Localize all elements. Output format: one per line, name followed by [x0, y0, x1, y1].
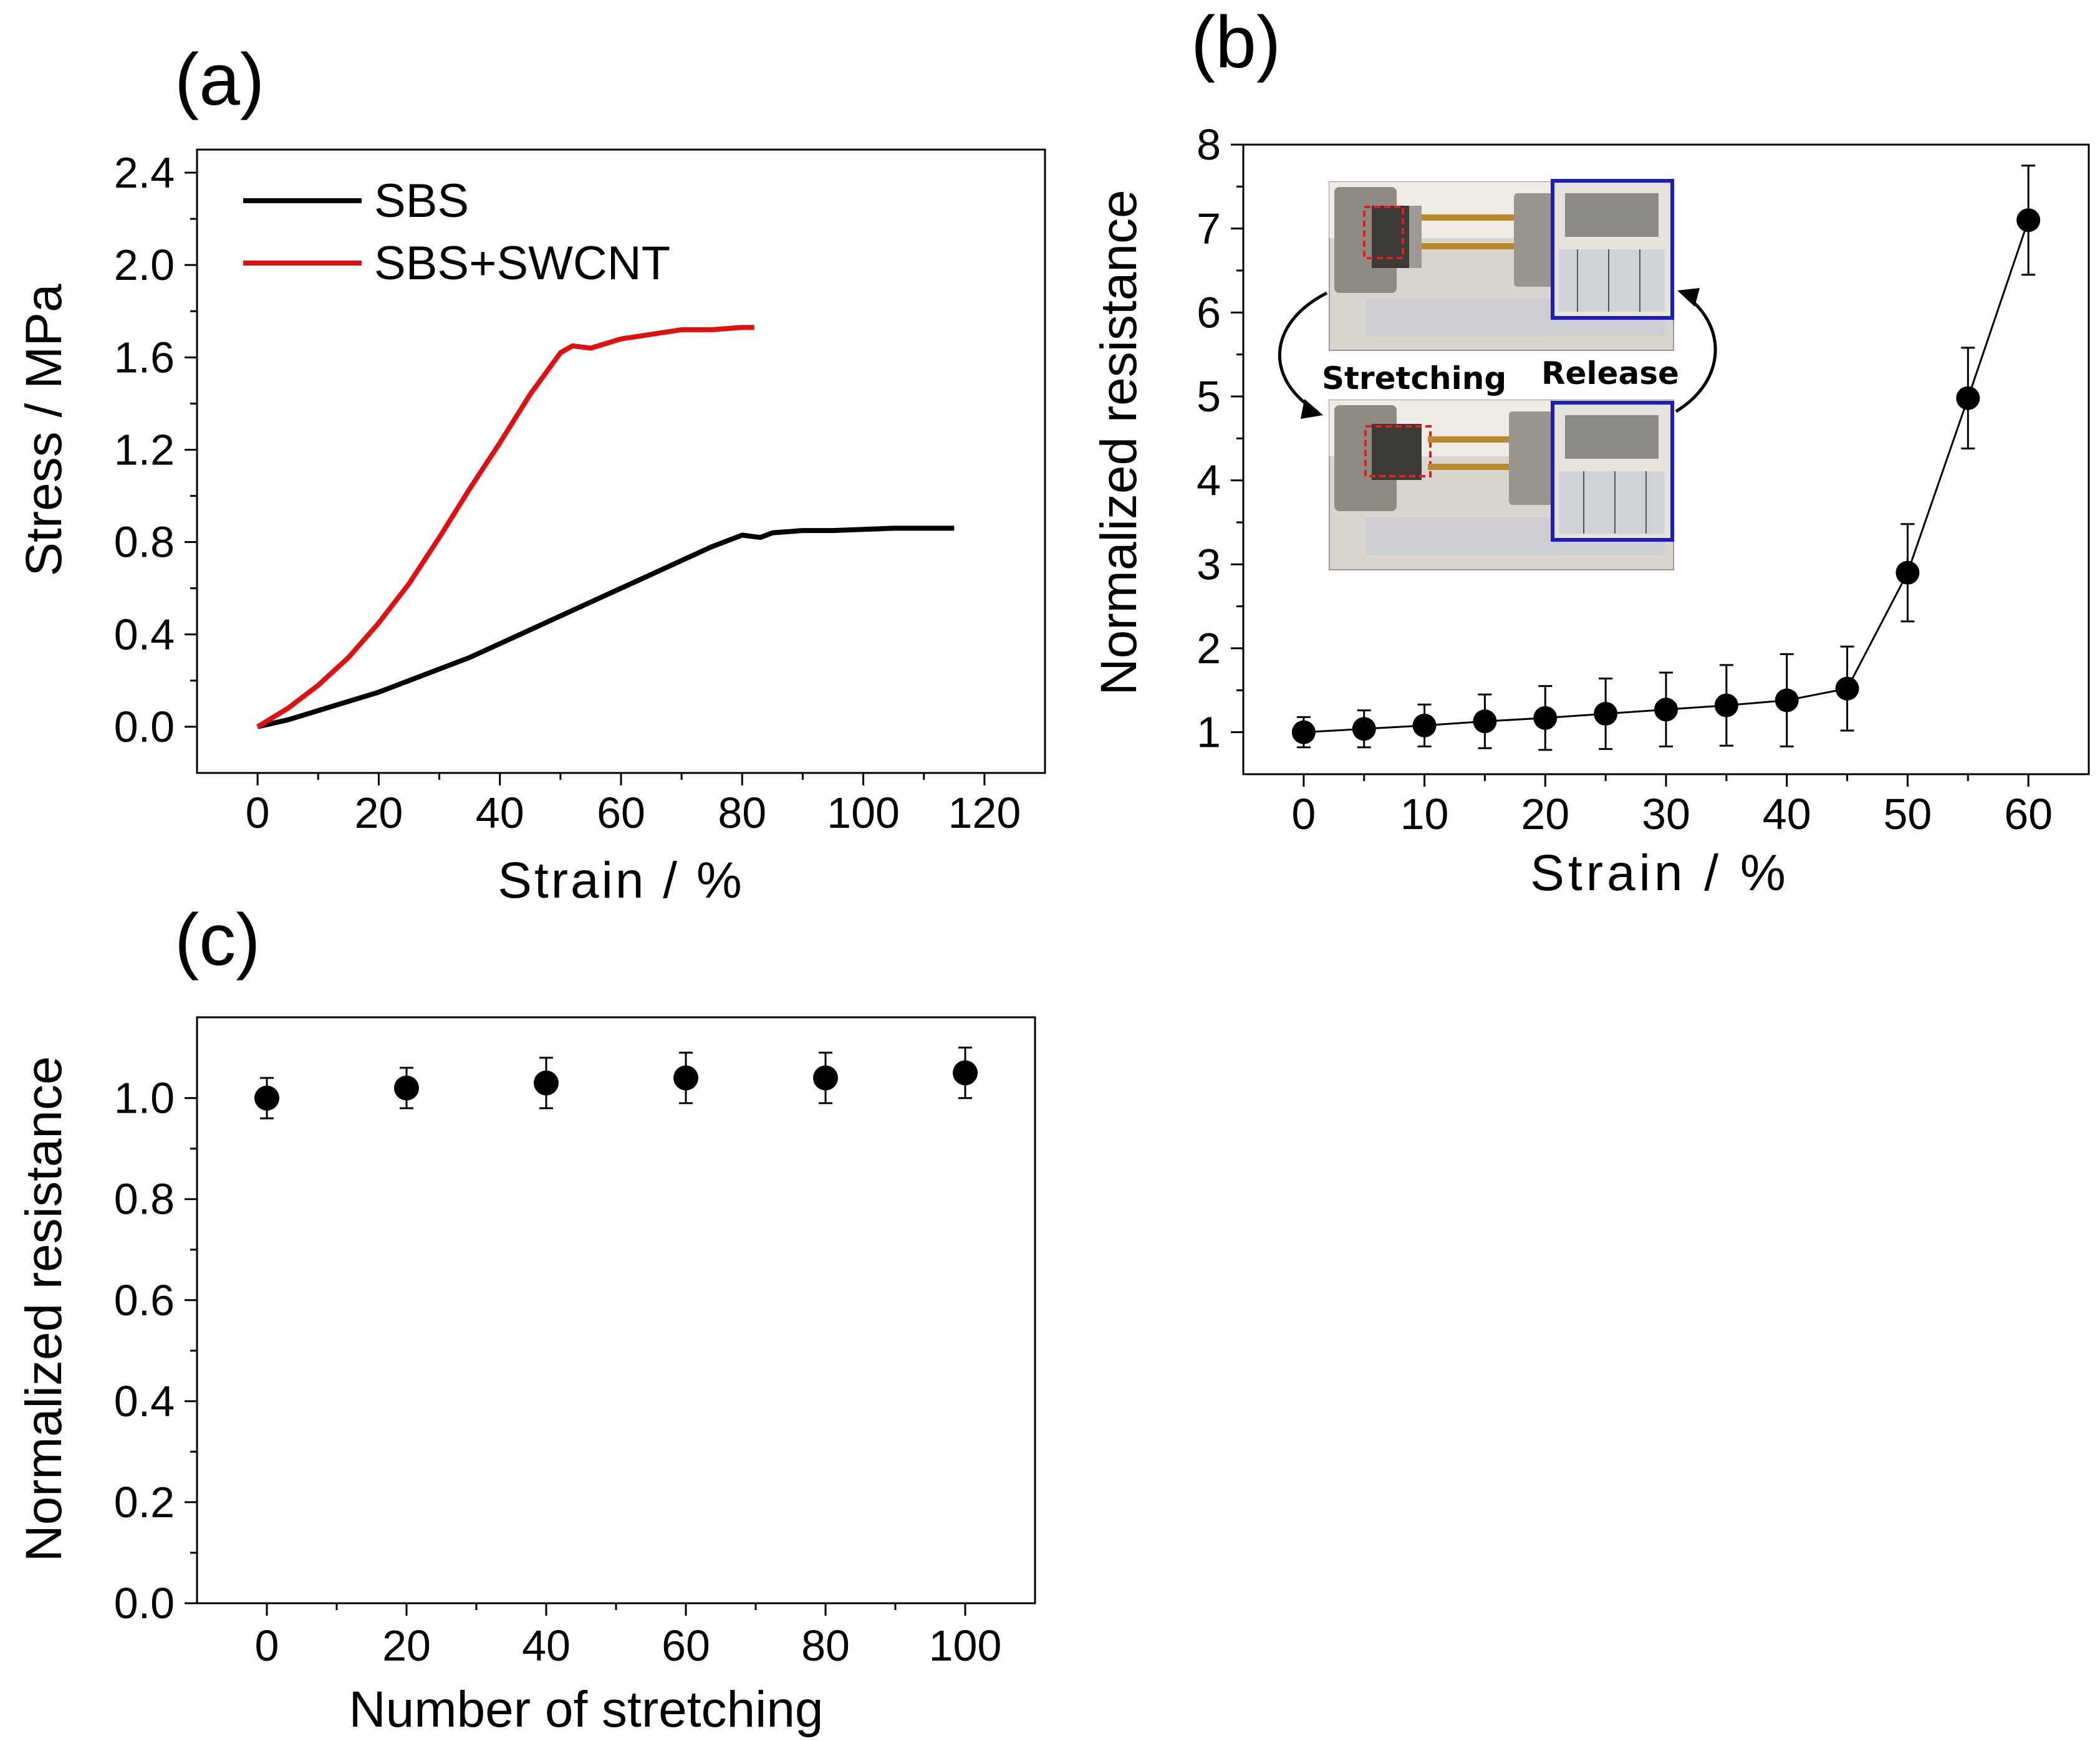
data-point	[1714, 693, 1738, 717]
sbs-series-line	[257, 525, 955, 729]
panel-c-ticks	[185, 1097, 966, 1616]
panel-a-x-tick-labels: 0 20 40 60 80 100 120	[246, 789, 1021, 837]
panel-b-y-tick-labels: 1 2 3 4 5 6 7 8	[1197, 120, 1221, 757]
panel-b-y-axis-label: Normalized resistance	[1091, 189, 1147, 695]
data-point	[534, 1070, 559, 1096]
inset-stretching-label: Stretching	[1322, 360, 1506, 396]
release-arrow-icon	[1675, 292, 1717, 413]
x-tick-label: 0	[246, 789, 270, 837]
panel-c-data-points	[254, 1047, 978, 1120]
x-tick-label: 20	[382, 1621, 431, 1670]
x-tick-label: 40	[1763, 790, 1811, 838]
data-point	[1533, 706, 1558, 730]
y-tick-label: 2.0	[114, 241, 175, 289]
data-point	[2016, 208, 2041, 233]
release-arrowhead-icon	[1677, 288, 1700, 307]
data-point	[813, 1065, 838, 1091]
x-tick-label: 40	[522, 1621, 571, 1670]
y-tick-label: 0.0	[114, 1579, 175, 1628]
y-tick-label: 0.2	[114, 1478, 175, 1527]
y-tick-label: 6	[1197, 288, 1221, 337]
y-tick-label: 0.8	[114, 518, 175, 567]
panel-c-y-tick-labels: 0.0 0.2 0.4 0.6 0.8 1.0	[114, 1074, 175, 1628]
data-point	[953, 1060, 978, 1086]
data-point	[1412, 713, 1437, 737]
data-point	[1956, 386, 1980, 410]
x-tick-label: 40	[476, 789, 524, 837]
panel-c-y-axis-label: Normalized resistance	[16, 1056, 72, 1561]
panel-a-label: (a)	[175, 39, 264, 121]
y-tick-label: 0.4	[114, 1377, 175, 1426]
panel-b-x-axis-label: Strain / %	[1530, 845, 1789, 901]
x-tick-label: 60	[2004, 790, 2053, 838]
y-tick-label: 2	[1197, 624, 1221, 673]
y-tick-label: 0.4	[114, 610, 175, 659]
x-tick-label: 50	[1883, 790, 1932, 838]
panel-a-x-axis-label: Strain / %	[498, 852, 744, 909]
panel-c-label: (c)	[175, 899, 261, 981]
y-tick-label: 8	[1197, 120, 1221, 169]
x-tick-label: 10	[1400, 790, 1449, 838]
x-tick-label: 60	[597, 789, 645, 837]
data-point	[1895, 560, 1920, 585]
y-tick-label: 5	[1197, 372, 1221, 421]
data-point	[254, 1085, 279, 1111]
y-tick-label: 1.0	[114, 1074, 175, 1123]
legend-label-sbs-swcnt: SBS+SWCNT	[374, 237, 670, 290]
x-tick-label: 60	[662, 1621, 710, 1670]
y-tick-label: 3	[1197, 540, 1221, 588]
panel-b: (b) 0 10 20 30 40 50 60 1 2 3 4 5 6 7 8	[1091, 1, 2090, 901]
panel-b-data-points	[1291, 165, 2041, 751]
data-point	[1835, 676, 1859, 701]
panel-a-y-axis-label: Stress / MPa	[16, 284, 72, 577]
panel-c-x-tick-labels: 0 20 40 60 80 100	[255, 1621, 1002, 1670]
y-tick-label: 0.0	[114, 703, 175, 751]
data-point	[1654, 698, 1678, 722]
x-tick-label: 20	[354, 789, 403, 837]
inset-release-label: Release	[1541, 355, 1679, 391]
panel-a-ticks	[185, 171, 986, 785]
legend-label-sbs: SBS	[374, 175, 469, 228]
panel-b-label: (b)	[1191, 1, 1281, 84]
data-point	[394, 1075, 419, 1101]
sbs-swcnt-series-line	[256, 325, 754, 729]
x-tick-label: 100	[827, 789, 900, 837]
stretch-release-inset: Stretching Release	[1278, 179, 1717, 570]
x-tick-label: 0	[255, 1621, 279, 1670]
panel-c-x-axis-label: Number of stretching	[349, 1681, 823, 1738]
y-tick-label: 0.8	[114, 1175, 175, 1224]
stretching-arrow-icon	[1278, 291, 1328, 413]
y-tick-label: 2.4	[114, 148, 175, 197]
y-tick-label: 7	[1197, 204, 1221, 253]
y-tick-label: 4	[1197, 456, 1221, 505]
y-tick-label: 1.6	[114, 333, 175, 381]
panel-c-plot-frame	[196, 1016, 1036, 1604]
x-tick-label: 80	[801, 1621, 850, 1670]
panel-a: (a) 0 20 40 60 80 100 120 0.0 0.4 0.8 1.…	[16, 39, 1046, 909]
panel-c: (c) 0 20 40 60 80 100 0.0 0.2 0.4 0.6 0.…	[16, 899, 1036, 1738]
x-tick-label: 120	[948, 789, 1021, 837]
panel-b-x-tick-labels: 0 10 20 30 40 50 60	[1291, 790, 2053, 838]
inset-photo-released	[1329, 400, 1674, 570]
y-tick-label: 1	[1197, 708, 1221, 757]
x-tick-label: 0	[1291, 790, 1316, 838]
x-tick-label: 30	[1642, 790, 1690, 838]
data-point	[1594, 702, 1618, 726]
inset-photo-stretched	[1329, 179, 1674, 351]
panel-a-y-tick-labels: 0.0 0.4 0.8 1.2 1.6 2.0 2.4	[114, 148, 175, 751]
stretching-arrowhead-icon	[1301, 399, 1323, 419]
data-point	[673, 1065, 698, 1091]
panel-b-ticks	[1231, 143, 2030, 787]
data-point	[1291, 720, 1316, 744]
x-tick-label: 100	[929, 1621, 1002, 1670]
data-point	[1352, 717, 1376, 741]
data-point	[1775, 688, 1799, 712]
x-tick-label: 80	[718, 789, 766, 837]
data-point	[1473, 709, 1497, 734]
y-tick-label: 0.6	[114, 1276, 175, 1325]
panel-a-legend: SBS SBS+SWCNT	[243, 175, 670, 290]
x-tick-label: 20	[1521, 790, 1569, 838]
y-tick-label: 1.2	[114, 425, 175, 474]
